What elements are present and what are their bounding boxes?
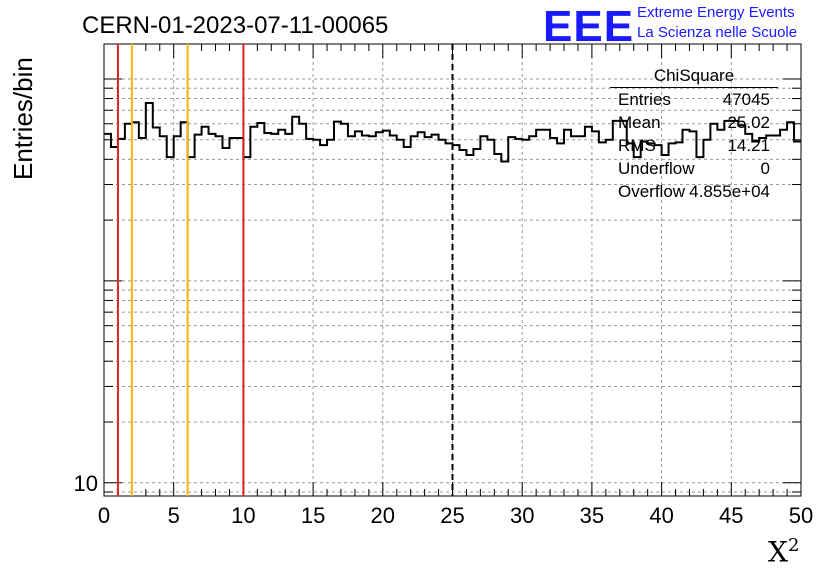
stats-key: Entries: [618, 90, 671, 109]
logo-text-line1: Extreme Energy Events: [637, 4, 795, 21]
logo-text-line2: La Scienza nelle Scuole: [637, 24, 798, 41]
stats-row: Entries 47045: [610, 90, 778, 113]
x-tick-label: 15: [301, 503, 325, 528]
x-tick-label: 20: [371, 503, 395, 528]
stats-row: RMS 14.21: [610, 136, 778, 159]
stats-box: ChiSquare Entries 47045 Mean 25.02 RMS 14.2…: [610, 66, 778, 205]
x-tick-label: 25: [440, 503, 464, 528]
stats-row: Overflow 4.855e+04: [610, 182, 778, 205]
y-tick-label: 10: [74, 471, 98, 496]
y-axis-label: Entries/bin: [8, 57, 38, 180]
stats-value: 0: [760, 159, 770, 178]
x-tick-label: 35: [580, 503, 604, 528]
eee-logo: EEE: [543, 2, 635, 51]
stats-row: Mean 25.02: [610, 113, 778, 136]
x-tick-label: 5: [168, 503, 180, 528]
x-axis-label-sup: 2: [787, 535, 800, 556]
x-axis-label: X2: [768, 535, 799, 568]
stats-key: Mean: [618, 113, 661, 132]
stats-key: Underflow: [618, 159, 695, 178]
stats-value: 47045: [722, 90, 770, 109]
stats-value: 4.855e+04: [689, 182, 770, 201]
stats-value: 25.02: [727, 113, 770, 132]
stats-key: Overflow: [618, 182, 686, 201]
x-tick-label: 10: [231, 503, 255, 528]
x-tick-label: 45: [719, 503, 743, 528]
histogram-line: [104, 102, 801, 163]
stats-value: 14.21: [727, 136, 770, 155]
x-tick-label: 40: [649, 503, 673, 528]
x-tick-label: 30: [510, 503, 534, 528]
stats-row: Underflow 0: [610, 159, 778, 182]
chart-title: CERN-01-2023-07-11-00065: [82, 12, 389, 39]
x-tick-label: 50: [789, 503, 813, 528]
stats-title: ChiSquare: [610, 66, 778, 88]
stats-key: RMS: [618, 136, 656, 155]
x-tick-label: 0: [98, 503, 110, 528]
x-axis-label-base: X: [768, 535, 788, 569]
